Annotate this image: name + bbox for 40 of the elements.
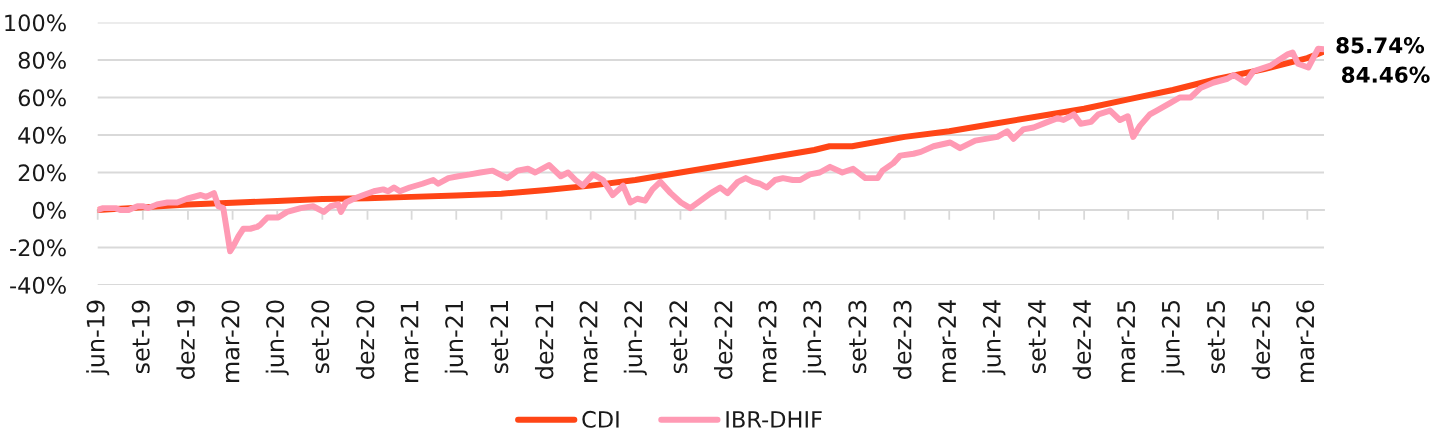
x-tick-label: set-21 [490, 301, 509, 374]
x-tick-label: set-20 [311, 300, 330, 374]
x-tick-label: dez-22 [714, 301, 733, 379]
x-tick-label: set-24 [1027, 300, 1046, 374]
x-tick-label: jun-21 [444, 301, 468, 376]
x-tick-label: mar-25 [1117, 300, 1136, 382]
y-tick-label: -20% [10, 239, 66, 257]
x-tick-label: dez-20 [355, 300, 375, 379]
y-tick-label: 80% [18, 51, 66, 69]
x-tick-label: mar-23 [758, 300, 777, 382]
annotation: 85.74% [1336, 37, 1425, 54]
x-tick-label: jun-20 [265, 300, 289, 376]
x-tick-label: mar-22 [579, 301, 598, 382]
legend-label: IBR-DHIF [726, 411, 822, 428]
x-tick-label: dez-21 [534, 301, 554, 379]
x-tick-label: mar-20 [221, 300, 240, 382]
y-tick-label: 100% [5, 14, 66, 32]
annotation: 84.46% [1341, 66, 1430, 83]
y-tick-label: 20% [18, 164, 66, 182]
x-tick-label: set-25 [1206, 300, 1225, 374]
x-tick-label: dez-23 [893, 300, 912, 379]
x-tick-label: dez-19 [176, 300, 195, 379]
x-tick-label: mar-24 [938, 300, 957, 382]
x-tick-label: set-22 [669, 301, 688, 374]
x-tick-label: jun-23 [802, 300, 826, 376]
y-tick-label: 0% [32, 201, 66, 219]
x-tick-label: jun-25 [1161, 300, 1185, 376]
x-tick-label: set-19 [131, 300, 150, 374]
x-tick-label: jun-19 [86, 300, 110, 376]
x-tick-label: jun-22 [623, 301, 647, 376]
x-tick-label: dez-25 [1251, 300, 1271, 379]
x-tick-label: dez-24 [1072, 300, 1092, 379]
legend-label: CDI [582, 410, 619, 428]
x-tick-label: mar-26 [1296, 300, 1315, 382]
y-tick-label: 60% [18, 89, 66, 107]
y-tick-label: -40% [10, 276, 66, 294]
x-tick-label: jun-24 [982, 300, 1006, 376]
x-tick-label: set-23 [848, 300, 867, 374]
x-tick-label: mar-21 [400, 301, 419, 382]
y-tick-label: 40% [18, 126, 66, 144]
